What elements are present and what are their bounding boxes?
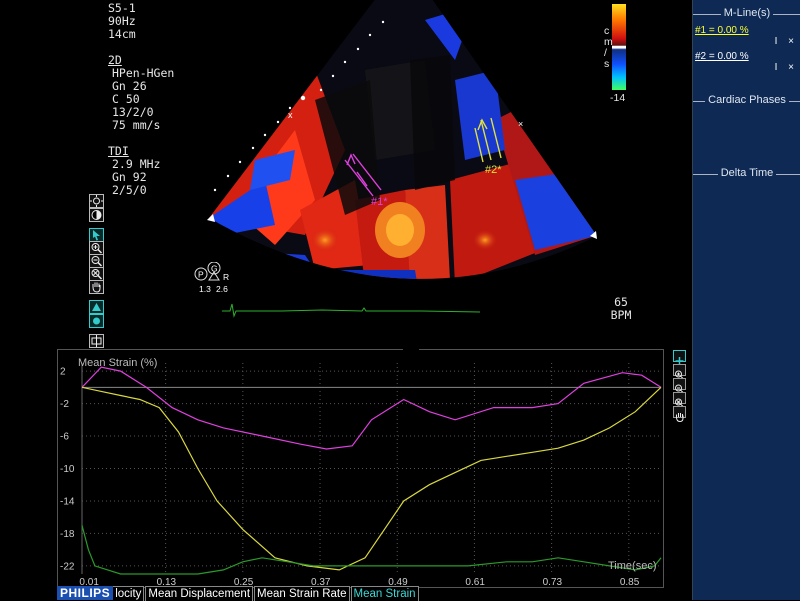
mline-2-label: #2* xyxy=(485,164,502,176)
y-tick-label: 2 xyxy=(60,367,66,378)
roi-tool-icon[interactable] xyxy=(89,314,104,328)
mode-2d-line: 13/2/0 xyxy=(112,105,154,119)
mline-2-marker[interactable] xyxy=(474,117,502,163)
svg-text:×: × xyxy=(518,119,523,129)
zoom-reset-icon[interactable] xyxy=(89,267,104,281)
mline-2-actions[interactable]: I × xyxy=(774,62,798,73)
frame-rate-label: 90Hz xyxy=(108,14,136,28)
mline-2-value[interactable]: #2 = 0.00 % xyxy=(695,51,749,62)
pointer-icon[interactable] xyxy=(89,228,104,242)
svg-text:1.3: 1.3 xyxy=(199,284,211,294)
cardiac-phases-title: Cardiac Phases xyxy=(705,94,789,106)
add-marker-icon[interactable] xyxy=(673,350,686,365)
heart-rate: 65 BPM xyxy=(606,296,636,322)
x-tick-label: 0.73 xyxy=(543,577,563,588)
svg-text:x: x xyxy=(288,110,293,120)
strain-series-line-3 xyxy=(81,525,662,575)
mode-2d-line: HPen-HGen xyxy=(112,66,175,80)
pan-hand-icon[interactable] xyxy=(89,280,104,294)
graph-time-label: Time(sec) xyxy=(608,560,657,572)
mline-1-label: #1* xyxy=(371,196,388,208)
x-tick-label: 0.25 xyxy=(234,577,254,588)
heart-rate-value: 65 xyxy=(614,295,628,309)
tab-velocity[interactable]: locity xyxy=(113,586,145,601)
mline-1-value[interactable]: #1 = 0.00 % xyxy=(695,25,749,36)
svg-text:2.6: 2.6 xyxy=(216,284,228,294)
graph-pan-hand-icon[interactable] xyxy=(673,406,686,423)
x-tick-label: 0.01 xyxy=(79,577,99,588)
tab-mean-displacement[interactable]: Mean Displacement xyxy=(145,586,254,601)
y-tick-label: -2 xyxy=(60,399,69,410)
mlines-section-header: M-Line(s) xyxy=(693,7,800,21)
contrast-icon[interactable] xyxy=(89,208,104,222)
y-tick-label: -22 xyxy=(60,561,75,572)
delta-time-header: Delta Time xyxy=(693,167,800,181)
mode-2d-line: C 50 xyxy=(112,92,140,106)
zoom-out-icon[interactable] xyxy=(89,254,104,268)
y-tick-label: -14 xyxy=(60,496,75,507)
mode-2d-title: 2D xyxy=(108,53,122,67)
probe-orientation-icon: P G R 1.3 2.6 xyxy=(194,262,229,294)
graph-zoom-out-icon[interactable] xyxy=(673,378,686,394)
colorbar-min-label: -14 xyxy=(610,92,626,104)
mline-1-actions[interactable]: I × xyxy=(774,36,798,47)
tab-mean-strain[interactable]: Mean Strain xyxy=(350,586,419,601)
heart-rate-unit: BPM xyxy=(610,308,632,322)
mlines-title: M-Line(s) xyxy=(720,7,774,19)
cardiac-phases-header: Cardiac Phases xyxy=(693,94,800,108)
settings-icon[interactable] xyxy=(89,334,104,348)
x-tick-label: 0.85 xyxy=(620,577,640,588)
colorbar-unit: c m / s xyxy=(604,25,613,70)
x-tick-label: 0.49 xyxy=(388,577,408,588)
strain-chart[interactable]: 0.01 0.13 0.25 0.37 0.49 0.61 0.73 0.85 2 -2 -6 -10… xyxy=(57,349,664,588)
mline-1-marker[interactable] xyxy=(344,153,382,197)
right-panel: M-Line(s) #1 = 0.00 % I × #2 = 0.00 % I … xyxy=(692,0,800,600)
acquisition-parameters: S5-1 90Hz 14cm 2D HPen-HGen Gn 26 C 50 1… xyxy=(108,2,174,197)
mode-2d-line: Gn 26 xyxy=(112,79,147,93)
ecg-trace xyxy=(222,303,481,318)
y-tick-label: -10 xyxy=(60,464,75,475)
ultrasound-sector[interactable]: x × #1* #2* xyxy=(195,0,615,300)
svg-text:R: R xyxy=(223,272,229,282)
velocity-colorbar xyxy=(612,4,626,90)
region-tool-icon[interactable] xyxy=(89,300,104,314)
probe-label: S5-1 xyxy=(108,1,136,15)
mode-2d-line: 75 mm/s xyxy=(112,118,161,132)
zoom-in-icon[interactable] xyxy=(89,241,104,255)
depth-label: 14cm xyxy=(108,27,136,41)
delta-time-title: Delta Time xyxy=(717,167,777,179)
tab-mean-strain-rate[interactable]: Mean Strain Rate xyxy=(254,586,350,601)
x-tick-label: 0.61 xyxy=(465,577,485,588)
graph-title: Mean Strain (%) xyxy=(78,357,158,369)
x-tick-label: 0.37 xyxy=(311,577,331,588)
svg-text:G: G xyxy=(211,264,218,274)
svg-text:P: P xyxy=(198,270,204,280)
tdi-line: Gn 92 xyxy=(112,170,147,184)
brightness-icon[interactable] xyxy=(89,194,104,208)
tdi-line: 2.9 MHz xyxy=(112,157,161,171)
graph-zoom-in-icon[interactable] xyxy=(673,364,686,380)
philips-logo: PHILIPS xyxy=(57,586,114,600)
y-tick-label: -18 xyxy=(60,529,75,540)
strain-series-line-1 xyxy=(81,366,662,450)
bottom-tab-bar: PHILIPS locity Mean Displacement Mean St… xyxy=(57,586,420,601)
tdi-title: TDI xyxy=(108,144,129,158)
strain-series-line-2 xyxy=(81,386,662,571)
y-tick-label: -6 xyxy=(60,432,69,443)
graph-zoom-reset-icon[interactable] xyxy=(673,392,686,408)
graph-splitter-handle[interactable] xyxy=(403,345,419,353)
tdi-line: 2/5/0 xyxy=(112,183,147,197)
x-tick-label: 0.13 xyxy=(157,577,177,588)
